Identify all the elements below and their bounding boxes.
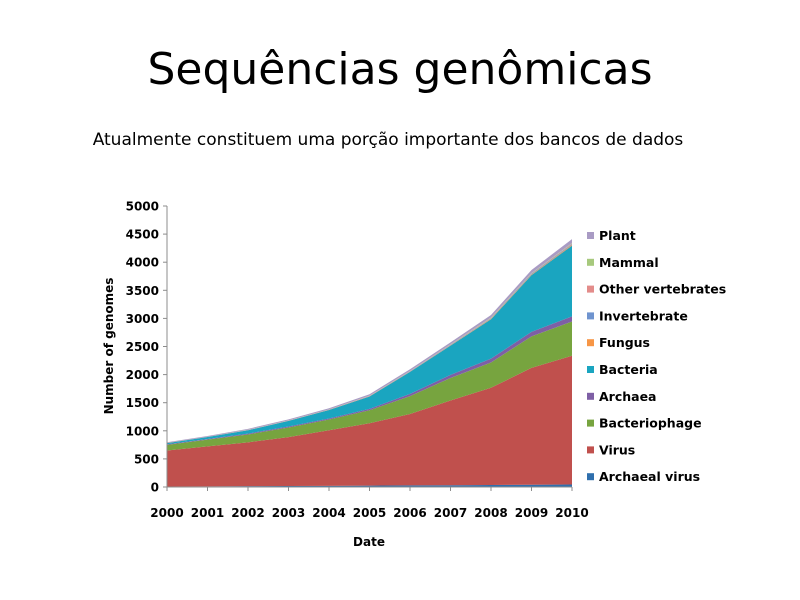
x-tick-label: 2001: [191, 506, 224, 520]
x-tick-label: 2008: [474, 506, 507, 520]
legend-swatch-archaea: [587, 392, 594, 400]
slide-title: Sequências genômicas: [147, 44, 653, 95]
y-tick-label: 500: [134, 452, 159, 466]
y-tick-label: 4000: [126, 256, 159, 270]
legend-label-bacteriophage: Bacteriophage: [599, 416, 702, 431]
legend-swatch-virus: [587, 446, 594, 454]
legend-swatch-fungus: [587, 339, 594, 347]
area-virus: [167, 355, 572, 487]
y-tick-label: 3000: [126, 312, 159, 326]
legend-swatch-bacteriophage: [587, 419, 594, 427]
slide-subtitle: Atualmente constituem uma porção importa…: [92, 130, 684, 150]
legend-swatch-invertebrate: [587, 312, 594, 320]
x-tick-label: 2007: [434, 506, 467, 520]
y-tick-label: 1000: [126, 424, 159, 438]
legend-swatch-other-vertebrates: [587, 285, 594, 293]
legend-label-fungus: Fungus: [599, 335, 650, 350]
y-tick-label: 4500: [126, 228, 159, 242]
y-ticks: 0 500 1000 1500 2000 2500 3000 3500 4000 4500 5000: [126, 200, 167, 495]
legend-label-virus: Virus: [599, 442, 635, 457]
y-tick-label: 0: [151, 481, 159, 495]
area-bacteria: [167, 245, 572, 445]
x-tick-label: 2005: [353, 506, 386, 520]
x-tick-label: 2009: [515, 506, 548, 520]
chart-legend: Plant Mammal Other vertebrates Invertebrate…: [587, 228, 726, 484]
y-tick-label: 3500: [126, 284, 159, 298]
y-tick-label: 5000: [126, 200, 159, 214]
legend-label-invertebrate: Invertebrate: [599, 308, 688, 323]
chart-areas: [167, 239, 572, 487]
x-tick-label: 2002: [231, 506, 264, 520]
y-tick-label: 1500: [126, 396, 159, 410]
y-tick-label: 2000: [126, 368, 159, 382]
x-tick-label: 2006: [393, 506, 426, 520]
legend-swatch-bacteria: [587, 366, 594, 373]
legend-swatch-mammal: [587, 258, 594, 266]
legend-label-archaea: Archaea: [599, 389, 657, 404]
legend-label-archaeal-virus: Archaeal virus: [599, 469, 700, 484]
x-tick-label: 2004: [312, 506, 345, 520]
x-tick-label: 2000: [150, 506, 183, 520]
x-axis-label: Date: [353, 535, 385, 549]
y-axis-label: Number of genomes: [102, 278, 116, 415]
legend-swatch-archaeal-virus: [587, 473, 594, 481]
y-tick-label: 2500: [126, 340, 159, 354]
legend-label-plant: Plant: [599, 228, 636, 243]
area-archaeal-virus: [167, 484, 572, 487]
legend-label-mammal: Mammal: [599, 255, 659, 270]
legend-swatch-plant: [587, 232, 594, 239]
x-tick-label: 2010: [555, 506, 588, 520]
area-bacteriophage: [167, 321, 572, 451]
legend-label-other-vertebrates: Other vertebrates: [599, 282, 726, 297]
x-ticks: 2000 2001 2002 2003 2004 2005 2006 2007 2008 2009…: [150, 487, 589, 520]
legend-label-bacteria: Bacteria: [599, 362, 658, 377]
x-tick-label: 2003: [272, 506, 305, 520]
